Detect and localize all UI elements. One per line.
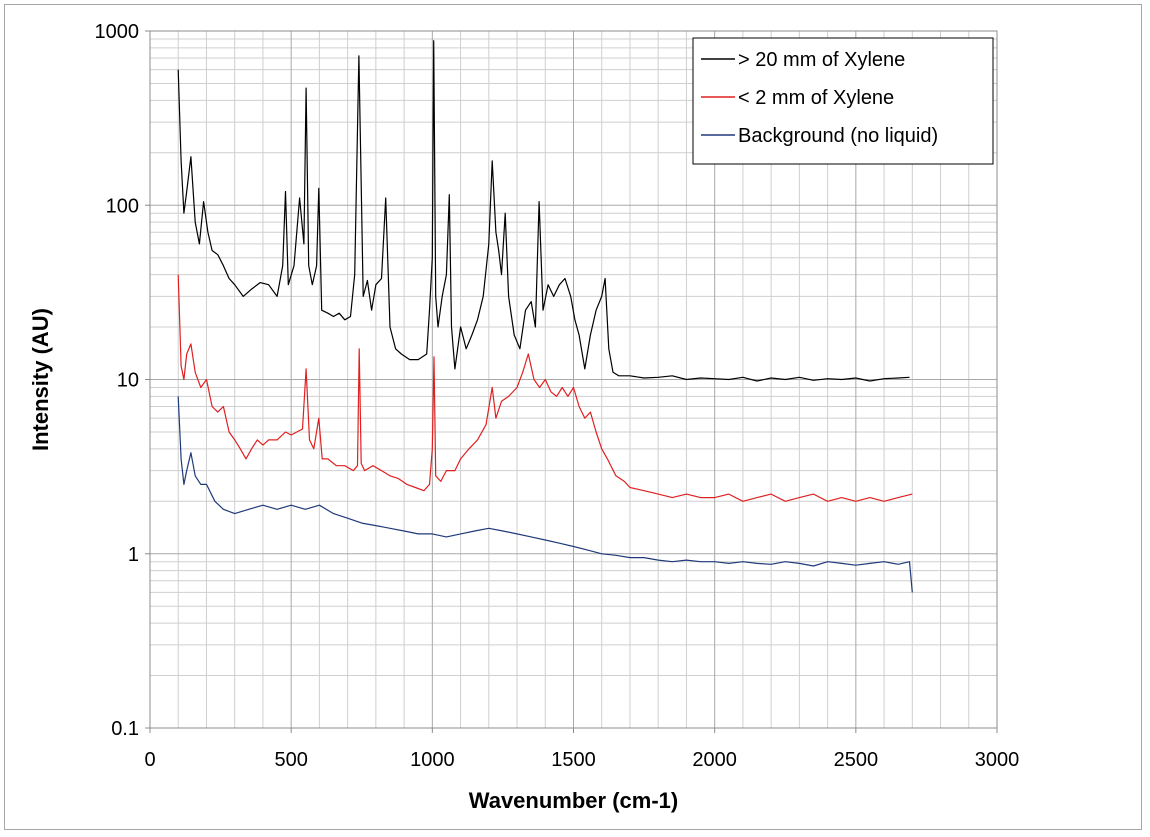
x-tick-label: 1500: [551, 749, 596, 771]
y-axis-ticks: 0.1 1 10 100 1000: [95, 21, 150, 740]
legend-label: > 20 mm of Xylene: [738, 49, 905, 71]
series-layer: [177, 40, 913, 593]
x-tick-label: 2500: [834, 749, 879, 771]
legend: > 20 mm of Xylene < 2 mm of Xylene Backgro…: [692, 37, 994, 165]
x-tick-label: 3000: [975, 749, 1020, 771]
legend-label: < 2 mm of Xylene: [738, 87, 894, 109]
y-tick-label: 1: [128, 544, 139, 566]
y-tick-label: 0.1: [111, 718, 139, 740]
x-tick-label: 500: [274, 749, 307, 771]
x-axis-ticks: 0 500 1000 1500 2000 2500 3000: [144, 728, 1019, 771]
legend-label: Background (no liquid): [738, 125, 938, 147]
x-tick-label: 1000: [410, 749, 455, 771]
y-tick-label: 1000: [95, 21, 140, 43]
series-line-1: [177, 40, 910, 382]
legend-box: [692, 37, 994, 165]
series-line-2: [177, 274, 913, 502]
x-axis-title: Wavenumber (cm-1): [469, 788, 678, 813]
y-tick-label: 10: [117, 370, 139, 392]
x-tick-label: 2000: [692, 749, 737, 771]
x-tick-label: 0: [144, 749, 155, 771]
y-tick-label: 100: [106, 195, 139, 217]
series-line-3: [177, 396, 913, 593]
y-axis-title: Intensity (AU): [28, 308, 53, 451]
